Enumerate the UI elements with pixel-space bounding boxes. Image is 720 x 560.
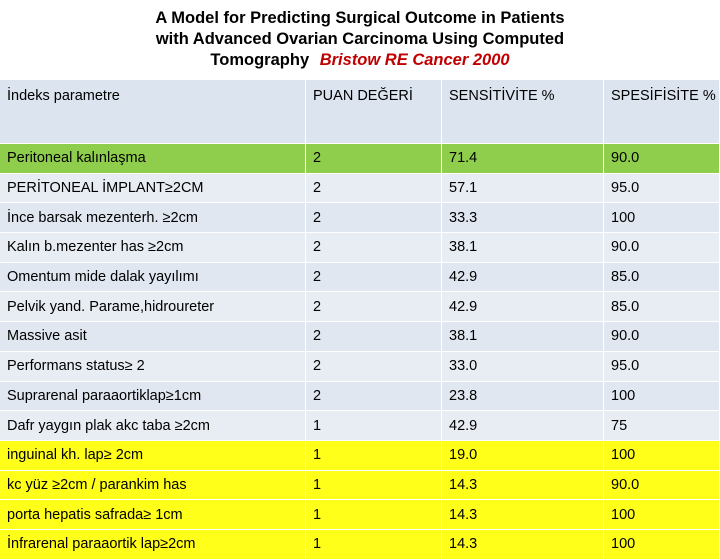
- row-score: 1: [306, 411, 442, 441]
- row-parameter: Pelvik yand. Parame,hidroureter: [0, 292, 306, 323]
- row-score: 2: [306, 381, 442, 412]
- row-sensitivity: 14.3: [442, 529, 604, 560]
- row-score: 2: [306, 203, 442, 234]
- row-specificity: 75: [604, 411, 720, 441]
- row-score: 1: [306, 440, 442, 471]
- row-parameter: Omentum mide dalak yayılımı: [0, 262, 306, 293]
- table-row: inguinal kh. lap≥ 2cm 1 19.0 100: [0, 440, 720, 471]
- row-specificity: 85.0: [604, 292, 720, 323]
- row-specificity: 90.0: [604, 233, 720, 263]
- row-sensitivity: 42.9: [442, 262, 604, 293]
- row-parameter: Performans status≥ 2: [0, 351, 306, 382]
- row-parameter: İnce barsak mezenterh. ≥2cm: [0, 203, 306, 234]
- parameters-table: İndeks parametre PUAN DEĞERİ SENSİTİVİTE…: [0, 80, 720, 560]
- row-parameter: kc yüz ≥2cm / parankim has: [0, 470, 306, 501]
- row-sensitivity: 14.3: [442, 470, 604, 501]
- row-specificity: 95.0: [604, 173, 720, 204]
- table-row: İnfrarenal paraaortik lap≥2cm 1 14.3 100: [0, 529, 720, 560]
- row-sensitivity: 33.3: [442, 203, 604, 234]
- row-parameter: Suprarenal paraaortiklap≥1cm: [0, 381, 306, 412]
- header-specificity: SPESİFİSİTE %: [604, 80, 720, 144]
- row-specificity: 90.0: [604, 144, 720, 174]
- row-score: 1: [306, 500, 442, 530]
- row-parameter: PERİTONEAL İMPLANT≥2CM: [0, 173, 306, 204]
- row-score: 2: [306, 262, 442, 293]
- row-specificity: 90.0: [604, 322, 720, 352]
- row-specificity: 90.0: [604, 470, 720, 501]
- table-row: porta hepatis safrada≥ 1cm 1 14.3 100: [0, 500, 720, 530]
- row-parameter: İnfrarenal paraaortik lap≥2cm: [0, 529, 306, 560]
- row-score: 2: [306, 144, 442, 174]
- row-score: 2: [306, 233, 442, 263]
- row-sensitivity: 42.9: [442, 292, 604, 323]
- row-specificity: 100: [604, 440, 720, 471]
- table-row: Performans status≥ 2 2 33.0 95.0: [0, 351, 720, 382]
- row-sensitivity: 23.8: [442, 381, 604, 412]
- table-row: Dafr yaygın plak akc taba ≥2cm 1 42.9 75: [0, 411, 720, 441]
- row-score: 2: [306, 292, 442, 323]
- row-sensitivity: 71.4: [442, 144, 604, 174]
- row-parameter: Dafr yaygın plak akc taba ≥2cm: [0, 411, 306, 441]
- row-score: 2: [306, 322, 442, 352]
- table-row: Kalın b.mezenter has ≥2cm 2 38.1 90.0: [0, 233, 720, 263]
- title-line-3-text: Tomography: [210, 51, 310, 69]
- title-line-2: with Advanced Ovarian Carcinoma Using Co…: [155, 30, 565, 48]
- row-score: 2: [306, 351, 442, 382]
- table-row: Peritoneal kalınlaşma 2 71.4 90.0: [0, 144, 720, 174]
- table-row: Massive asit 2 38.1 90.0: [0, 322, 720, 352]
- row-specificity: 95.0: [604, 351, 720, 382]
- row-parameter: Peritoneal kalınlaşma: [0, 144, 306, 174]
- table-row: PERİTONEAL İMPLANT≥2CM 2 57.1 95.0: [0, 173, 720, 204]
- row-score: 1: [306, 529, 442, 560]
- row-specificity: 100: [604, 381, 720, 412]
- row-parameter: Kalın b.mezenter has ≥2cm: [0, 233, 306, 263]
- row-sensitivity: 14.3: [442, 500, 604, 530]
- row-specificity: 100: [604, 500, 720, 530]
- table-row: Omentum mide dalak yayılımı 2 42.9 85.0: [0, 262, 720, 293]
- row-score: 1: [306, 470, 442, 501]
- row-sensitivity: 38.1: [442, 322, 604, 352]
- title-line-1: A Model for Predicting Surgical Outcome …: [155, 9, 565, 27]
- table-row: kc yüz ≥2cm / parankim has 1 14.3 90.0: [0, 470, 720, 501]
- row-specificity: 85.0: [604, 262, 720, 293]
- header-parameter: İndeks parametre: [0, 80, 306, 144]
- row-specificity: 100: [604, 203, 720, 234]
- title-line-3: Tomography Bristow RE Cancer 2000: [0, 50, 720, 71]
- row-sensitivity: 57.1: [442, 173, 604, 204]
- header-sensitivity: SENSİTİVİTE %: [442, 80, 604, 144]
- row-specificity: 100: [604, 529, 720, 560]
- table-row: Suprarenal paraaortiklap≥1cm 2 23.8 100: [0, 381, 720, 412]
- table-header-row: İndeks parametre PUAN DEĞERİ SENSİTİVİTE…: [0, 80, 720, 144]
- row-score: 2: [306, 173, 442, 204]
- row-parameter: porta hepatis safrada≥ 1cm: [0, 500, 306, 530]
- row-sensitivity: 33.0: [442, 351, 604, 382]
- row-parameter: inguinal kh. lap≥ 2cm: [0, 440, 306, 471]
- row-parameter: Massive asit: [0, 322, 306, 352]
- row-sensitivity: 38.1: [442, 233, 604, 263]
- header-score: PUAN DEĞERİ: [306, 80, 442, 144]
- row-sensitivity: 42.9: [442, 411, 604, 441]
- row-sensitivity: 19.0: [442, 440, 604, 471]
- citation-reference: Bristow RE Cancer 2000: [319, 51, 510, 69]
- slide-title: A Model for Predicting Surgical Outcome …: [0, 8, 720, 71]
- table-row: İnce barsak mezenterh. ≥2cm 2 33.3 100: [0, 203, 720, 234]
- table-row: Pelvik yand. Parame,hidroureter 2 42.9 85.…: [0, 292, 720, 323]
